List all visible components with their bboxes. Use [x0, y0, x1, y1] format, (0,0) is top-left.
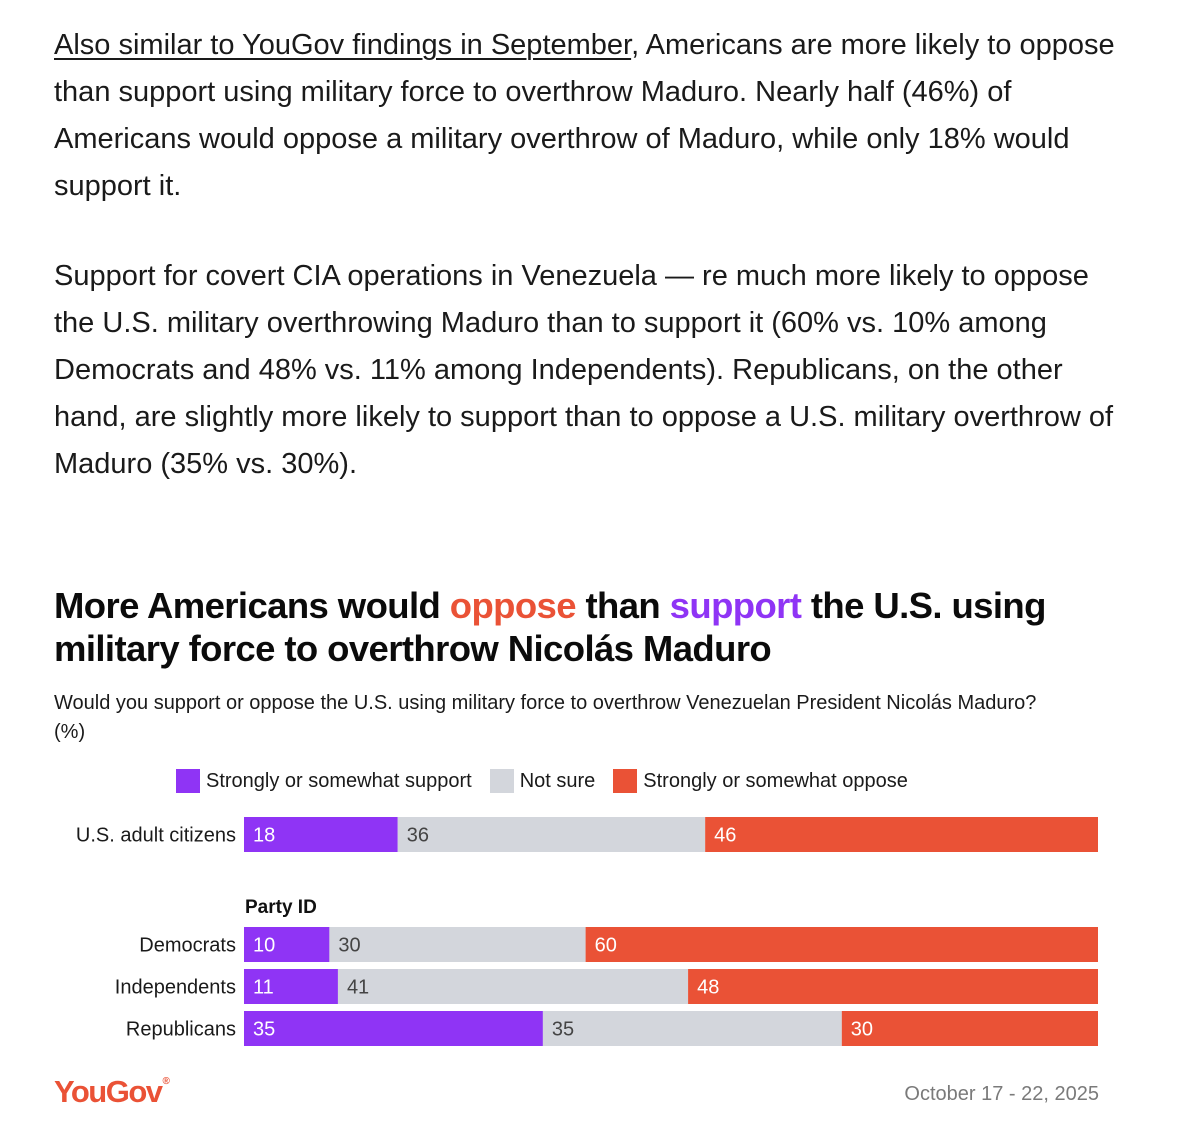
bar-support-u-s-adult-citizens — [244, 817, 398, 852]
category-label-independents: Independents — [115, 977, 236, 999]
chart-subtitle: Would you support or oppose the U.S. usi… — [54, 692, 1037, 743]
bar-not-sure-republicans — [542, 1011, 842, 1046]
article-paragraph-1: Also similar to YouGov findings in Septe… — [54, 22, 1134, 210]
group-label-party-id: Party ID — [245, 897, 317, 918]
category-label-democrats: Democrats — [139, 935, 236, 957]
bar-oppose-republicans — [841, 1011, 1098, 1046]
bar-label-not-sure-democrats: 30 — [338, 935, 360, 957]
legend-swatch-oppose — [613, 769, 638, 793]
article-text: Also similar to YouGov findings in Septe… — [54, 22, 1134, 488]
bar-oppose-independents — [688, 969, 1098, 1004]
category-label-republicans: Republicans — [126, 1019, 236, 1041]
legend-item-not-sure: Not sure — [489, 769, 596, 793]
legend-swatch-support — [176, 769, 200, 793]
bar-not-sure-independents — [337, 969, 689, 1004]
bar-not-sure-democrats — [329, 927, 586, 962]
legend-label-oppose: Strongly or somewhat oppose — [643, 769, 908, 792]
chart-title-support: support — [669, 585, 802, 626]
legend-swatch-not-sure — [489, 769, 514, 793]
bar-label-support-democrats: 10 — [253, 935, 275, 957]
bar-label-support-independents: 11 — [253, 977, 274, 999]
chart-title-part-3: than — [575, 585, 670, 626]
yougov-logo-text: YouGov — [54, 1074, 163, 1109]
chart-title-oppose: oppose — [449, 585, 577, 626]
bar-label-not-sure-independents: 41 — [347, 977, 369, 999]
legend-label-support: Strongly or somewhat support — [206, 769, 472, 792]
registered-mark: ® — [162, 1076, 170, 1087]
bar-oppose-democrats — [585, 927, 1098, 962]
bar-support-republicans — [244, 1011, 543, 1046]
bar-label-oppose-independents: 48 — [697, 977, 719, 999]
bar-label-support-u-s-adult-citizens: 18 — [253, 825, 275, 847]
legend-item-support: Strongly or somewhat support — [176, 769, 472, 793]
article-paragraph-1-text: , Americans are more likely to oppose th… — [54, 29, 1115, 202]
legend-label-not-sure: Not sure — [519, 769, 596, 792]
bar-label-oppose-republicans: 30 — [851, 1019, 873, 1041]
bar-oppose-u-s-adult-citizens — [705, 817, 1098, 852]
chart-title-part-1: More Americans would — [54, 585, 450, 626]
article-paragraph-2: Support for covert CIA operations in Ven… — [54, 260, 1114, 480]
survey-date: October 17 - 22, 2025 — [904, 1083, 1099, 1105]
bar-label-support-republicans: 35 — [253, 1019, 275, 1041]
bar-label-not-sure-republicans: 35 — [552, 1019, 574, 1041]
yougov-logo: YouGov® — [54, 1074, 170, 1110]
bar-not-sure-u-s-adult-citizens — [397, 817, 706, 852]
bar-label-oppose-democrats: 60 — [595, 935, 617, 957]
legend-item-oppose: Strongly or somewhat oppose — [613, 769, 908, 793]
stacked-bar-chart: Party ID U.S. adult citizens 18 36 46 Democra… — [76, 817, 1098, 1046]
bar-label-oppose-u-s-adult-citizens: 46 — [714, 825, 736, 847]
bar-support-independents — [244, 969, 338, 1004]
bar-label-not-sure-u-s-adult-citizens: 36 — [407, 825, 429, 847]
category-label-u-s-adult-citizens: U.S. adult citizens — [76, 825, 236, 847]
chart-title-part-5: the U.S. using military force to overthr… — [54, 585, 1046, 669]
bar-support-democrats — [244, 927, 330, 962]
chart-title: More Americans would oppose than support… — [54, 584, 1134, 670]
yougov-findings-link[interactable]: Also similar to YouGov findings in Septe… — [54, 29, 632, 61]
chart-legend: Strongly or somewhat support Not sure St… — [176, 767, 926, 795]
